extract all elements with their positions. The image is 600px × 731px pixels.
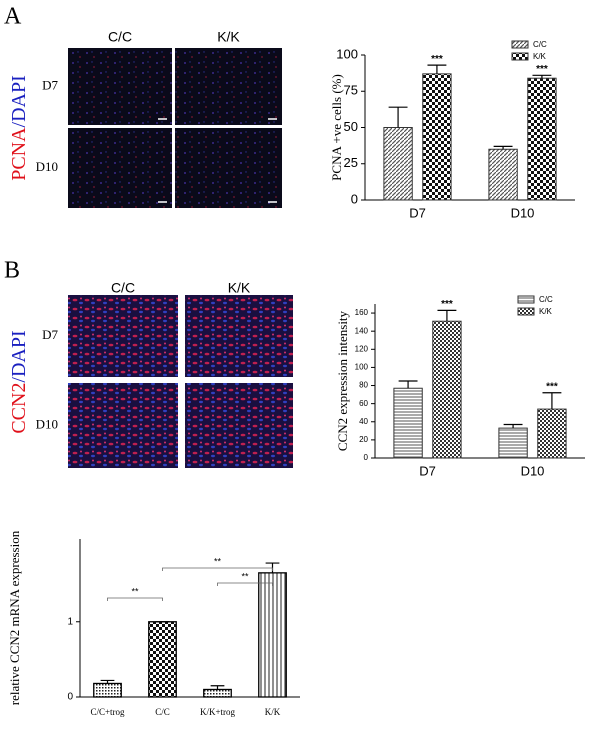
significance: *** — [431, 54, 443, 65]
panel-label: A — [4, 4, 22, 30]
x-tick-label: D7 — [419, 463, 436, 478]
significance: *** — [441, 299, 453, 310]
error-bar — [503, 423, 523, 429]
bar — [527, 77, 557, 201]
bar — [258, 572, 287, 698]
y-tick-label: 80 — [359, 381, 368, 390]
legend-label: K/K — [539, 307, 553, 316]
significance: *** — [546, 381, 558, 392]
row-label: D10 — [36, 416, 58, 431]
y-axis-label: relative CCN2 mRNA expression — [7, 530, 22, 705]
y-tick-label: 60 — [359, 399, 368, 408]
significance: ** — [241, 571, 249, 581]
significance-bracket — [217, 582, 273, 586]
y-tick-label: 0 — [67, 692, 73, 703]
error-bar — [437, 309, 457, 322]
error-bar — [542, 392, 562, 410]
micrograph — [185, 295, 293, 377]
micrograph — [68, 383, 178, 468]
stain-name: /DAPI — [8, 75, 30, 127]
column-label: K/K — [217, 29, 240, 45]
column-label: C/C — [111, 280, 135, 296]
error-bar — [493, 145, 513, 150]
y-tick-label: 0 — [351, 191, 358, 206]
legend-label: K/K — [533, 52, 547, 61]
y-tick-label: 20 — [359, 435, 368, 444]
y-tick-label: 160 — [355, 308, 369, 317]
error-bar — [398, 380, 418, 389]
legend-swatch — [517, 295, 535, 304]
micrograph — [175, 48, 282, 125]
bar — [488, 148, 518, 201]
bar — [432, 320, 462, 459]
column-label: C/C — [108, 29, 132, 45]
y-tick-label: 100 — [336, 46, 358, 61]
y-tick-label: 50 — [344, 119, 358, 134]
x-tick-label: D10 — [521, 463, 545, 478]
significance-bracket — [107, 597, 163, 601]
y-tick-label: 0 — [364, 453, 369, 462]
stain-name: PCNA — [8, 127, 30, 181]
panel-label: B — [4, 258, 20, 284]
x-tick-label: C/C+trog — [90, 707, 125, 717]
bar — [383, 127, 413, 201]
legend-swatch — [517, 307, 535, 316]
bar — [393, 387, 423, 459]
column-label: K/K — [228, 280, 251, 296]
error-bar — [427, 64, 447, 74]
micrograph — [175, 128, 282, 208]
significance: *** — [536, 64, 548, 75]
error-bar — [532, 74, 552, 79]
y-tick-label: 75 — [344, 83, 358, 98]
y-tick-label: 40 — [359, 417, 368, 426]
legend-swatch — [511, 52, 529, 61]
x-tick-label: D10 — [511, 205, 535, 220]
significance: ** — [131, 586, 139, 596]
y-tick-label: 100 — [355, 363, 369, 372]
bar — [203, 688, 232, 698]
significance-bracket — [162, 567, 273, 571]
row-label: D7 — [42, 77, 58, 92]
x-tick-label: C/C — [155, 707, 170, 717]
y-tick-label: 140 — [355, 326, 369, 335]
stain-label: PCNA/DAPI — [8, 75, 30, 181]
y-axis-label: PCNA +ve cells (%) — [329, 74, 344, 181]
error-bar — [210, 685, 225, 690]
legend-label: C/C — [539, 295, 553, 304]
x-tick-label: D7 — [409, 205, 426, 220]
y-axis-label: CCN2 expression intensity — [335, 310, 350, 451]
stain-label: CCN2/DAPI — [8, 330, 30, 433]
bar — [148, 621, 177, 698]
row-label: D10 — [36, 159, 58, 174]
stain-name: /DAPI — [8, 330, 30, 382]
micrograph — [185, 383, 293, 468]
bar — [498, 427, 528, 459]
bar — [422, 73, 452, 201]
micrograph — [68, 128, 172, 208]
x-tick-label: K/K — [265, 707, 281, 717]
micrograph — [68, 295, 178, 377]
error-bar — [388, 106, 408, 128]
legend-label: C/C — [533, 40, 547, 49]
significance: ** — [214, 556, 222, 566]
micrograph — [68, 48, 172, 125]
y-tick-label: 25 — [344, 155, 358, 170]
y-tick-label: 1 — [67, 616, 73, 627]
legend-swatch — [511, 40, 529, 49]
error-bar — [100, 679, 115, 684]
row-label: D7 — [42, 327, 58, 342]
x-tick-label: K/K+trog — [200, 707, 236, 717]
stain-name: CCN2 — [8, 383, 30, 434]
y-tick-label: 120 — [355, 344, 369, 353]
bar — [93, 682, 122, 698]
bar — [537, 408, 567, 459]
